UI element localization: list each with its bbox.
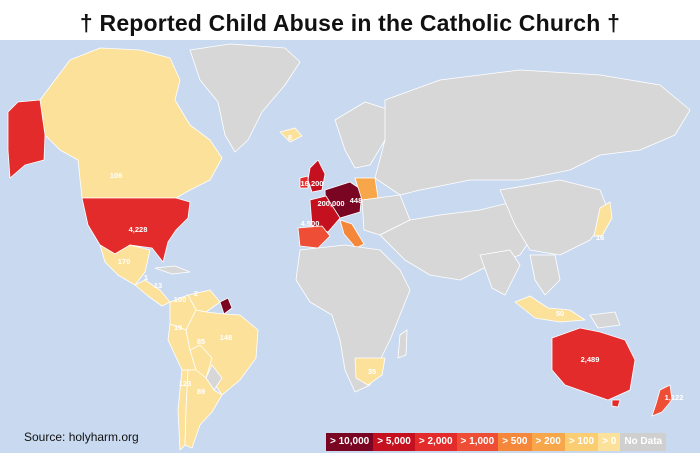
venezuela[interactable] (187, 289, 221, 313)
australia[interactable] (551, 327, 636, 401)
cuba[interactable] (154, 265, 191, 275)
africa[interactable] (295, 244, 411, 393)
label-australia: 2,489 (581, 355, 600, 364)
map-title: † Reported Child Abuse in the Catholic C… (79, 10, 621, 36)
label-philippines: 50 (556, 309, 564, 318)
label-brazil: 148 (220, 333, 233, 342)
legend-item-gt1000: > 1,000 (456, 433, 499, 451)
label-mexico: 170 (118, 257, 131, 266)
legend-item-gt100: > 100 (564, 433, 599, 451)
label-argentina: 89 (197, 387, 205, 396)
madagascar[interactable] (397, 329, 408, 359)
source-credit: Source: holyharm.org (24, 430, 139, 444)
alaska[interactable] (7, 99, 46, 179)
legend-item-gt200: > 200 (531, 433, 565, 451)
label-central-america-1: 1 (144, 273, 148, 282)
guyana[interactable] (219, 297, 233, 315)
legend-item-gt2000: > 2,000 (414, 433, 457, 451)
legend-item-gt10000: > 10,000 (326, 433, 374, 451)
india[interactable] (479, 249, 521, 296)
south-africa[interactable] (354, 357, 386, 386)
label-colombia: 100 (174, 295, 187, 304)
label-iceland: 8 (288, 133, 292, 142)
label-spain: 4,500 (301, 219, 320, 228)
legend-item-gt5000: > 5,000 (373, 433, 415, 451)
legend-item-gt500: > 500 (498, 433, 532, 451)
new-zealand[interactable] (651, 384, 673, 417)
label-japan: 16 (596, 233, 604, 242)
label-germany: 200,000 (317, 199, 344, 208)
scandinavia[interactable] (334, 101, 391, 169)
label-canada: 106 (110, 171, 123, 180)
italy[interactable] (339, 219, 365, 249)
southeast-asia[interactable] (529, 254, 561, 296)
legend-item-gt0: > 0 (598, 433, 621, 451)
legend: > 10,000 > 5,000 > 2,000 > 1,000 > 500 >… (326, 433, 667, 451)
world-map: 106 4,228 170 8 16,200 200,000 448 4,500… (0, 40, 700, 453)
world-map-svg: 106 4,228 170 8 16,200 200,000 448 4,500… (7, 43, 691, 451)
label-central-america-2: 13 (154, 281, 162, 290)
label-poland: 448 (350, 196, 363, 205)
label-uk: 16,200 (301, 179, 324, 188)
ireland[interactable] (299, 175, 309, 189)
tasmania[interactable] (611, 399, 621, 408)
spain[interactable] (297, 225, 331, 249)
label-peru: 19 (174, 323, 182, 332)
label-bolivia: 85 (197, 337, 205, 346)
bolivia[interactable] (189, 344, 213, 379)
label-chile: 123 (179, 379, 192, 388)
central-america[interactable] (134, 279, 171, 307)
france[interactable] (309, 195, 341, 233)
argentina[interactable] (184, 369, 223, 449)
japan[interactable] (593, 201, 613, 237)
canada[interactable] (39, 47, 223, 199)
mexico[interactable] (99, 244, 151, 286)
russia[interactable] (374, 69, 691, 196)
label-south-africa: 35 (368, 367, 376, 376)
papua[interactable] (589, 311, 621, 329)
greenland[interactable] (189, 43, 301, 153)
indonesia[interactable] (514, 295, 586, 323)
label-new-zealand: 1,122 (665, 393, 684, 402)
china[interactable] (499, 179, 611, 256)
iceland[interactable] (279, 127, 303, 143)
label-venezuela: 2 (194, 289, 198, 298)
legend-item-no-data: No Data (620, 433, 667, 451)
label-usa: 4,228 (129, 225, 148, 234)
